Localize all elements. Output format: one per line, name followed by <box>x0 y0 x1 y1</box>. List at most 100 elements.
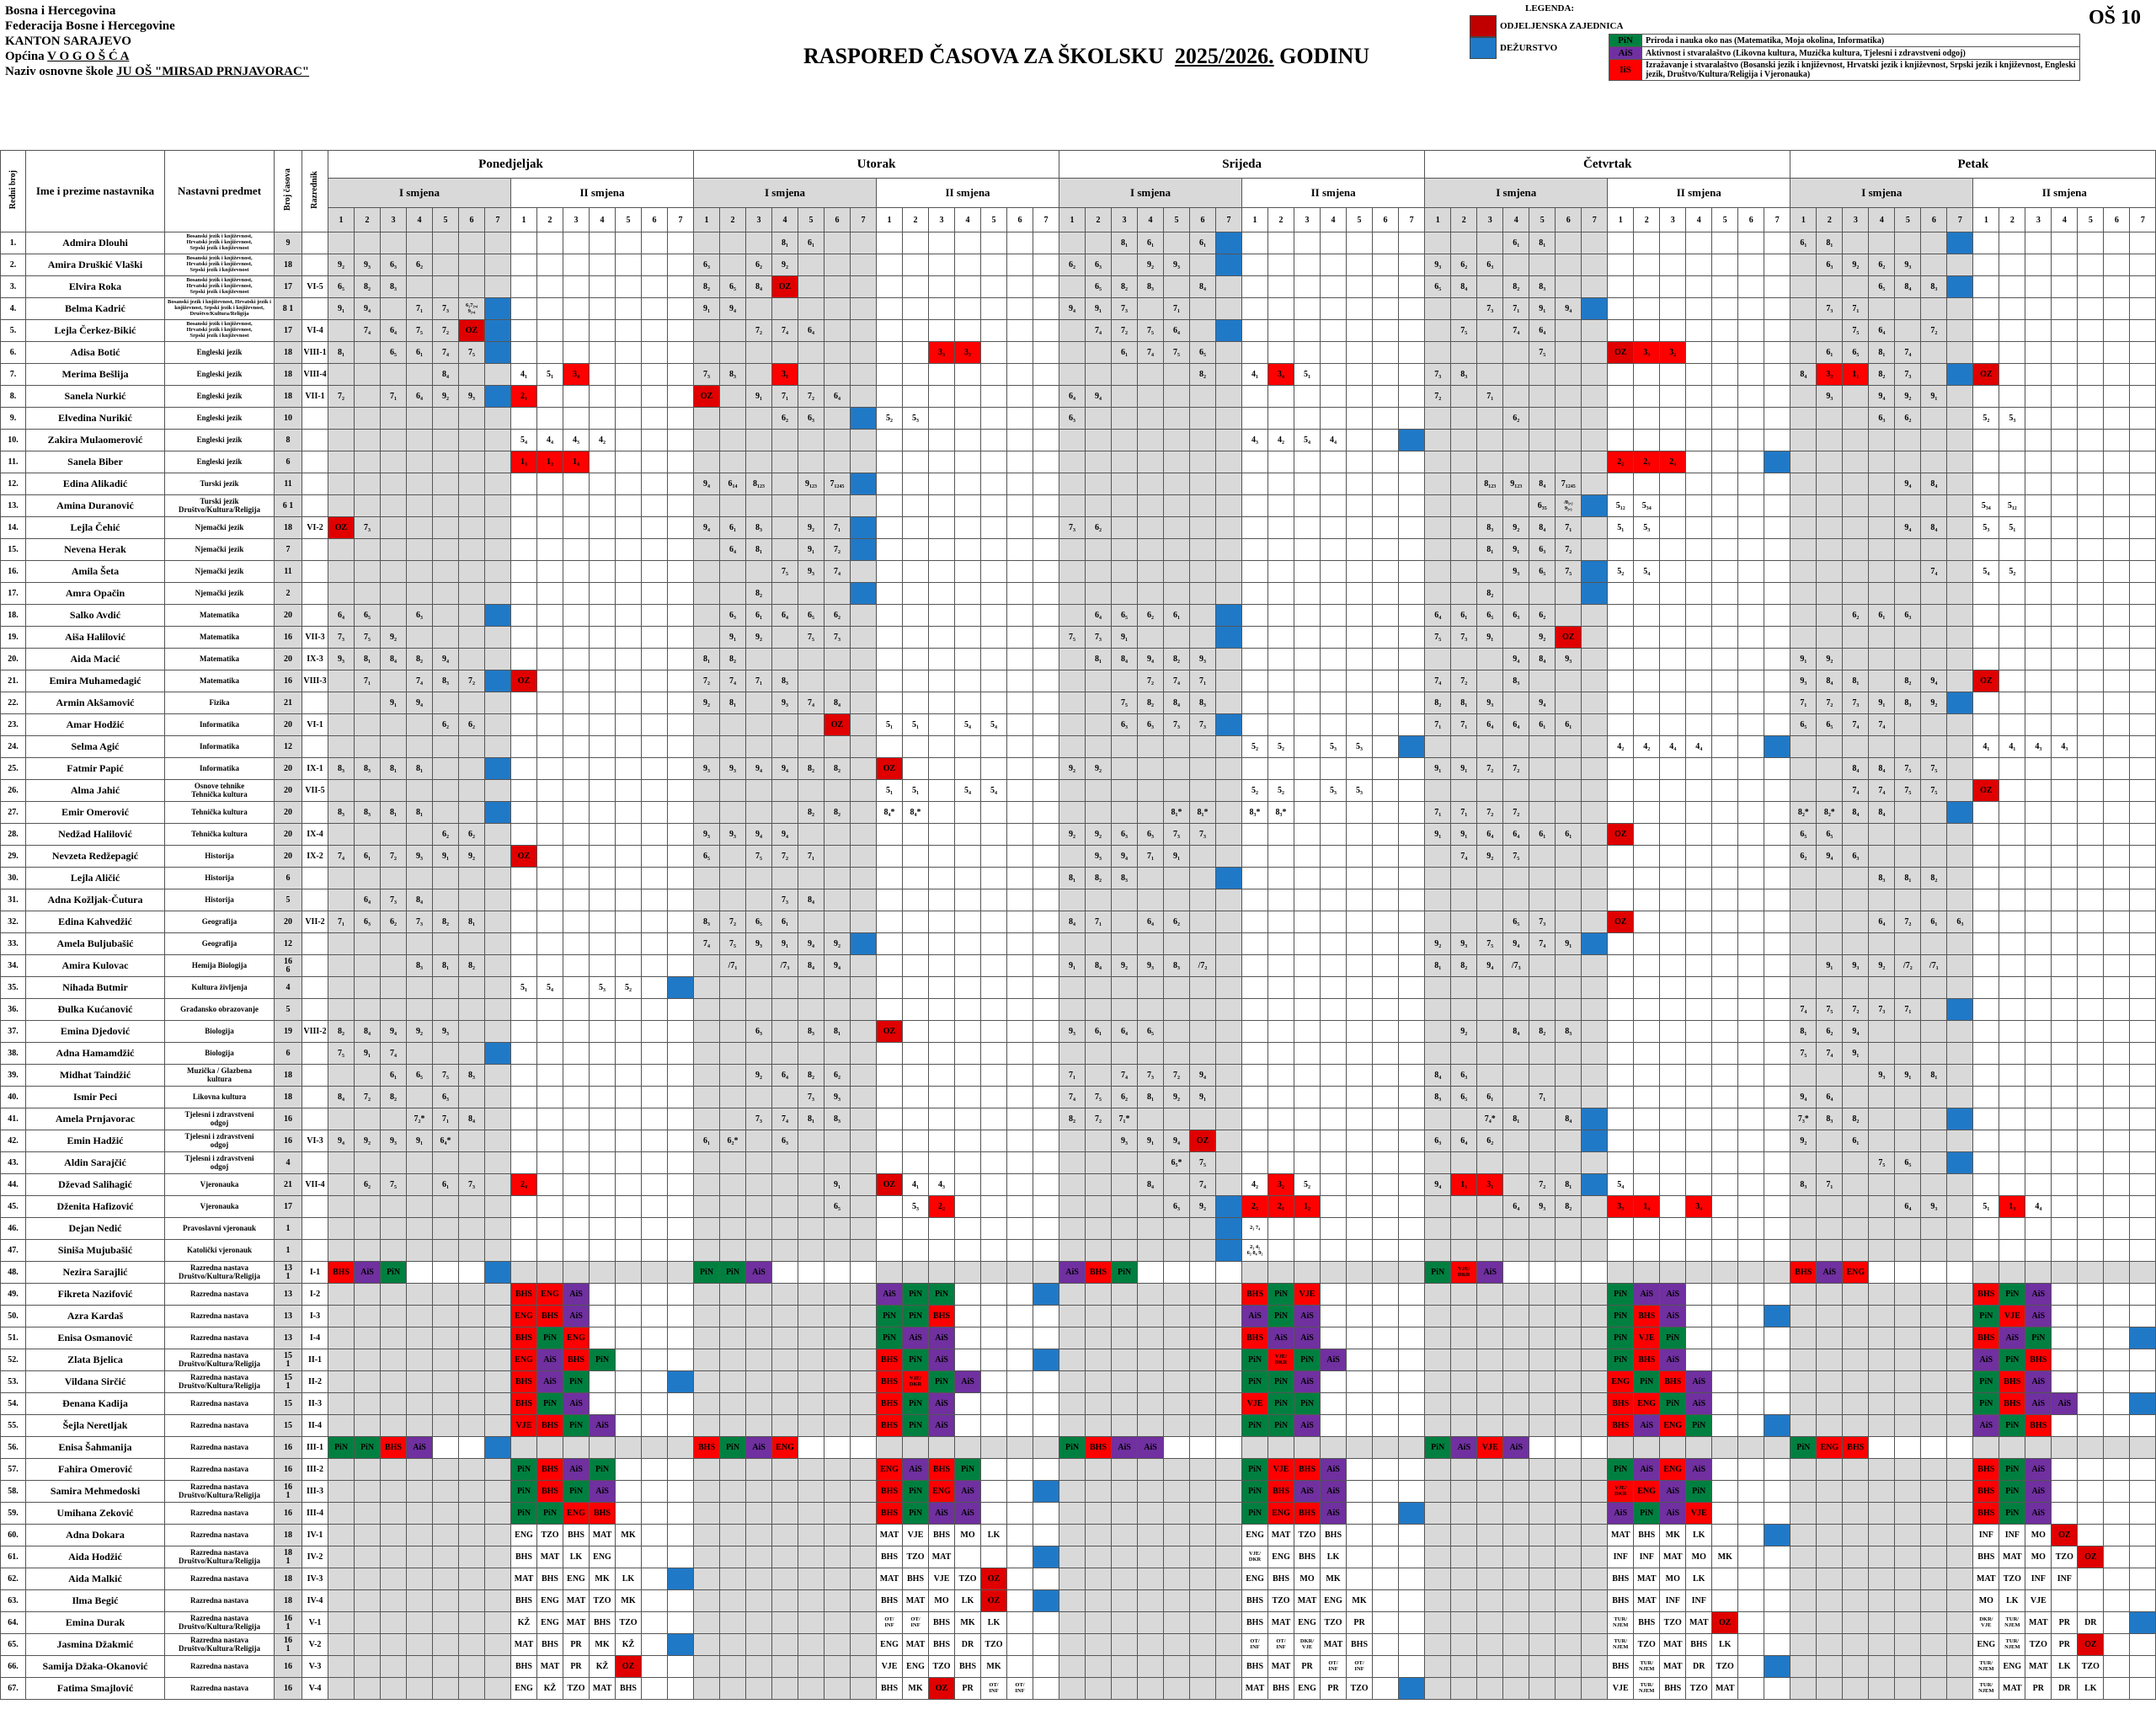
schedule-cell[interactable] <box>2077 1502 2105 1525</box>
schedule-cell[interactable]: 2₃ <box>1633 451 1661 473</box>
schedule-cell[interactable] <box>1424 1480 1452 1503</box>
schedule-cell[interactable]: OZ <box>2051 1524 2079 1546</box>
schedule-cell[interactable] <box>1033 911 1060 933</box>
schedule-cell[interactable] <box>641 1524 668 1546</box>
schedule-cell[interactable] <box>824 1436 851 1459</box>
schedule-cell[interactable] <box>1764 1568 1791 1590</box>
schedule-cell[interactable] <box>1085 451 1113 473</box>
schedule-cell[interactable]: PiN <box>902 1349 930 1371</box>
schedule-cell[interactable] <box>980 692 1008 714</box>
schedule-cell[interactable]: 8₃ <box>1555 1020 1582 1043</box>
schedule-cell[interactable] <box>1346 845 1374 868</box>
schedule-cell[interactable] <box>980 954 1008 977</box>
schedule-cell[interactable] <box>1816 626 1844 649</box>
schedule-cell[interactable] <box>1163 407 1191 430</box>
schedule-cell[interactable] <box>1294 232 1321 254</box>
schedule-cell[interactable] <box>1111 1589 1139 1612</box>
schedule-cell[interactable] <box>1398 932 1426 955</box>
schedule-cell[interactable] <box>2103 1568 2131 1590</box>
schedule-cell[interactable]: 7₂ <box>824 538 851 561</box>
row-number[interactable]: 47. <box>0 1239 26 1262</box>
schedule-cell[interactable] <box>2051 385 2079 408</box>
schedule-cell[interactable]: AiS <box>1685 1458 1713 1481</box>
schedule-cell[interactable] <box>1398 582 1426 605</box>
teacher-name[interactable]: Aldin Sarajčić <box>25 1151 165 1174</box>
schedule-cell[interactable]: OT/ INF <box>876 1611 904 1634</box>
schedule-cell[interactable] <box>1215 1108 1243 1130</box>
schedule-cell[interactable]: AiS <box>1685 1392 1713 1415</box>
schedule-cell[interactable] <box>563 998 590 1021</box>
schedule-cell[interactable] <box>1033 1151 1060 1174</box>
schedule-cell[interactable]: 6₂ <box>745 254 773 276</box>
schedule-cell[interactable] <box>536 516 563 539</box>
schedule-cell[interactable]: 9₂ <box>406 1020 433 1043</box>
schedule-cell[interactable] <box>1685 1042 1713 1065</box>
schedule-cell[interactable]: 5₃ <box>1633 516 1661 539</box>
schedule-cell[interactable]: BHS <box>1999 1392 2026 1415</box>
schedule-cell[interactable] <box>1137 1568 1165 1590</box>
schedule-cell[interactable] <box>1267 604 1295 627</box>
teacher-subject[interactable]: Matematika <box>164 604 275 627</box>
schedule-cell[interactable] <box>2051 451 2079 473</box>
schedule-cell[interactable] <box>484 1064 511 1087</box>
schedule-cell[interactable] <box>1999 976 2026 999</box>
schedule-cell[interactable]: 6₁ <box>693 1130 721 1152</box>
schedule-cell[interactable] <box>1555 363 1582 386</box>
schedule-cell[interactable] <box>406 1524 433 1546</box>
schedule-cell[interactable] <box>798 998 825 1021</box>
schedule-cell[interactable] <box>1685 845 1713 868</box>
schedule-cell[interactable] <box>1502 1502 1530 1525</box>
schedule-cell[interactable] <box>484 254 511 276</box>
schedule-cell[interactable] <box>850 1173 878 1196</box>
schedule-cell[interactable] <box>1999 254 2026 276</box>
schedule-cell[interactable]: 6₄ <box>1502 1195 1530 1218</box>
schedule-cell[interactable]: AiS <box>1972 1414 2000 1437</box>
schedule-cell[interactable]: 8₄ <box>328 1086 355 1108</box>
schedule-cell[interactable] <box>2129 451 2156 473</box>
schedule-cell[interactable]: 6₅ <box>1868 275 1896 298</box>
schedule-cell[interactable] <box>1920 1414 1948 1437</box>
teacher-subject[interactable]: Razredna nastava <box>164 1589 275 1612</box>
schedule-cell[interactable] <box>1059 976 1086 999</box>
schedule-cell[interactable]: 7₄ <box>1842 713 1870 736</box>
schedule-cell[interactable] <box>1450 341 1478 364</box>
schedule-cell[interactable] <box>406 626 433 649</box>
schedule-cell[interactable] <box>850 473 878 495</box>
schedule-cell[interactable] <box>1972 1064 2000 1087</box>
schedule-cell[interactable] <box>1502 976 1530 999</box>
schedule-cell[interactable] <box>1659 1151 1687 1174</box>
schedule-cell[interactable] <box>1111 998 1139 1021</box>
schedule-cell[interactable] <box>563 1130 590 1152</box>
schedule-cell[interactable] <box>719 1568 747 1590</box>
schedule-cell[interactable] <box>1711 692 1739 714</box>
schedule-cell[interactable] <box>666 626 695 649</box>
schedule-cell[interactable] <box>1790 319 1817 342</box>
schedule-cell[interactable] <box>902 932 930 955</box>
schedule-cell[interactable] <box>1502 1392 1530 1415</box>
schedule-cell[interactable]: PiN <box>536 1502 563 1525</box>
schedule-cell[interactable] <box>666 1611 695 1634</box>
schedule-cell[interactable] <box>876 648 904 670</box>
schedule-cell[interactable] <box>641 604 668 627</box>
teacher-class[interactable] <box>302 604 328 627</box>
schedule-cell[interactable] <box>536 604 563 627</box>
schedule-cell[interactable] <box>1006 713 1034 736</box>
schedule-cell[interactable] <box>1241 648 1269 670</box>
schedule-cell[interactable] <box>850 363 878 386</box>
schedule-cell[interactable] <box>1372 779 1400 802</box>
schedule-cell[interactable] <box>850 801 878 824</box>
schedule-cell[interactable] <box>2077 1480 2105 1503</box>
schedule-cell[interactable] <box>1685 429 1713 451</box>
schedule-cell[interactable] <box>1111 254 1139 276</box>
schedule-cell[interactable]: INF <box>1607 1546 1635 1568</box>
schedule-cell[interactable] <box>1163 1568 1191 1590</box>
schedule-cell[interactable] <box>458 757 485 780</box>
schedule-cell[interactable] <box>1294 582 1321 605</box>
schedule-cell[interactable] <box>876 1217 904 1240</box>
schedule-cell[interactable] <box>2025 254 2052 276</box>
teacher-name[interactable]: Aiša Halilović <box>25 626 165 649</box>
schedule-cell[interactable] <box>354 1611 381 1634</box>
schedule-cell[interactable]: MK <box>1711 1546 1739 1568</box>
schedule-cell[interactable] <box>1581 1020 1609 1043</box>
schedule-cell[interactable] <box>850 1020 878 1043</box>
